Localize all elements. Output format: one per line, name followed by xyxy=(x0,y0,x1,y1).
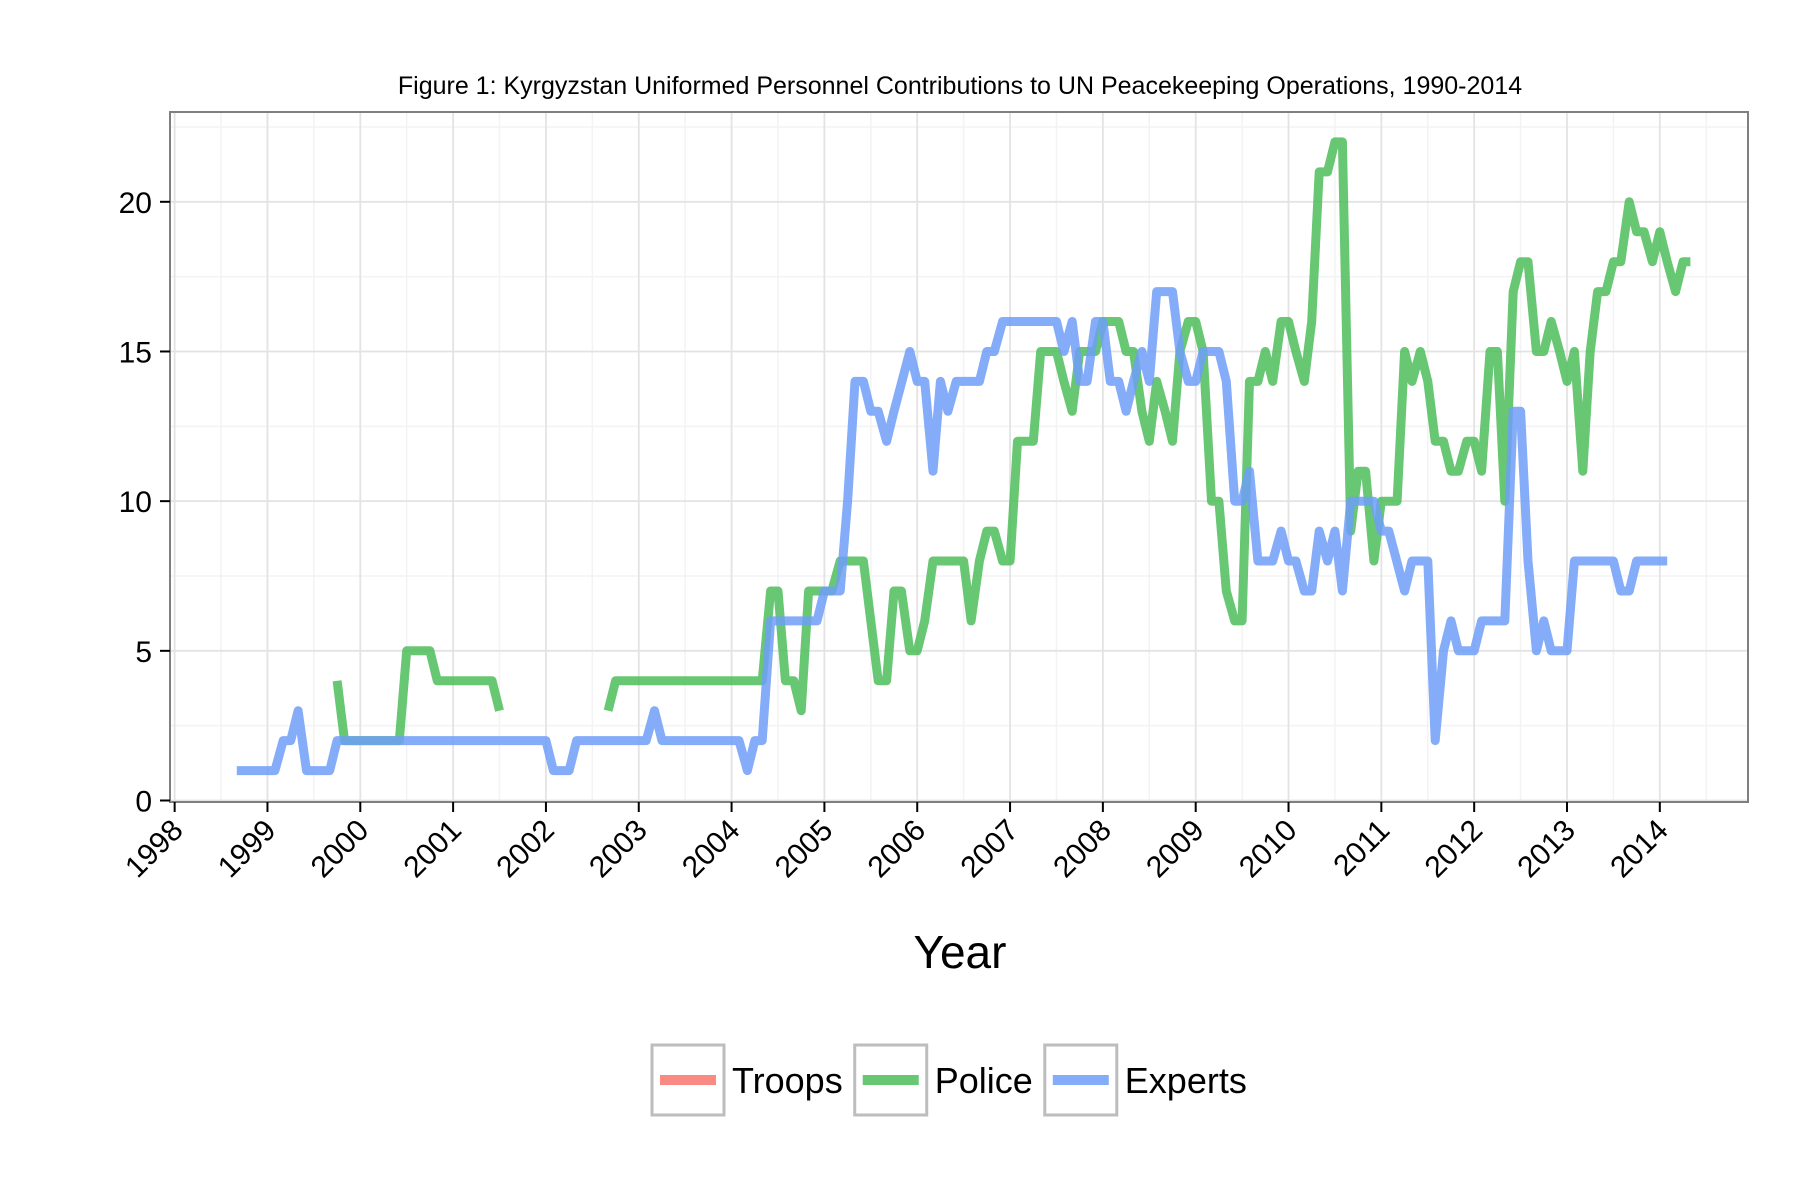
x-tick-label: 2013 xyxy=(1511,814,1582,885)
x-tick-label: 1999 xyxy=(212,814,283,885)
plot-frame xyxy=(169,111,1749,803)
police-series-line xyxy=(603,137,1691,716)
y-tick-label: 10 xyxy=(119,486,152,519)
legend-label-experts: Experts xyxy=(1125,1060,1247,1101)
y-tick-label: 0 xyxy=(135,786,152,819)
x-tick-label: 2004 xyxy=(676,814,747,885)
x-tick-label: 2009 xyxy=(1140,814,1211,885)
y-tick-label: 5 xyxy=(135,636,152,669)
x-tick-label: 2006 xyxy=(862,814,933,885)
y-tick-label: 20 xyxy=(119,187,152,220)
legend-label-troops: Troops xyxy=(732,1060,843,1101)
x-tick-label: 2001 xyxy=(398,814,469,885)
legend: Troops Police Experts xyxy=(650,1043,1247,1117)
x-tick-label: 1998 xyxy=(119,814,190,885)
x-tick-label: 2003 xyxy=(583,814,654,885)
series-layer xyxy=(236,137,1691,776)
x-tick-label: 2005 xyxy=(769,814,840,885)
x-tick-label: 2007 xyxy=(954,814,1025,885)
legend-label-police: Police xyxy=(935,1060,1033,1101)
experts-series-line xyxy=(236,287,1668,776)
x-tick-label: 2010 xyxy=(1233,814,1304,885)
x-tick-label: 2008 xyxy=(1047,814,1118,885)
x-tick-label: 2011 xyxy=(1327,814,1396,883)
x-axis-title: Year xyxy=(914,926,1007,978)
x-tick-label: 2012 xyxy=(1419,814,1490,885)
x-tick-label: 2002 xyxy=(490,814,561,885)
x-tick-label: 2014 xyxy=(1604,814,1675,885)
x-tick-label: 2000 xyxy=(305,814,376,885)
chart-title: Figure 1: Kyrgyzstan Uniformed Personnel… xyxy=(398,72,1522,100)
y-tick-label: 15 xyxy=(119,336,152,369)
